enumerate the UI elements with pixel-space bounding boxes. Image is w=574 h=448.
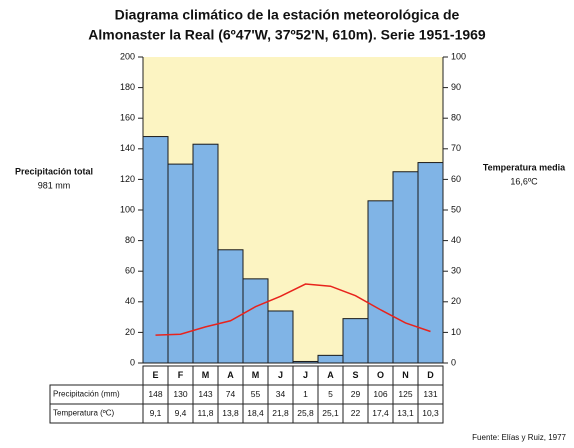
x-tick-label: J	[303, 370, 308, 380]
x-tick-label: J	[278, 370, 283, 380]
bar	[317, 354, 344, 364]
x-tick-label: S	[352, 370, 358, 380]
y-tick-label: 80	[125, 235, 135, 245]
table-cell: 13,1	[397, 408, 414, 418]
chart-title: Almonaster la Real (6º47'W, 37º52'N, 610…	[88, 27, 486, 43]
y2-tick-label: 100	[451, 51, 466, 61]
table-cell: 74	[226, 389, 236, 399]
table-cell: 1	[303, 389, 308, 399]
bar	[267, 310, 294, 364]
y-tick-label: 60	[125, 266, 135, 276]
x-tick-label: D	[427, 370, 434, 380]
table-cell: 148	[148, 389, 162, 399]
bar	[167, 163, 194, 364]
table-cell: 17,4	[372, 408, 389, 418]
y2-axis-label: 16,6ºC	[510, 176, 538, 186]
table-cell: 11,8	[198, 408, 214, 418]
bar	[392, 171, 419, 364]
x-tick-label: N	[402, 370, 409, 380]
y2-tick-label: 80	[451, 113, 461, 123]
table-cell: 18,4	[247, 408, 264, 418]
chart-title: Diagrama climático de la estación meteor…	[115, 7, 460, 23]
y-tick-label: 140	[120, 143, 135, 153]
bar	[142, 136, 169, 364]
source: Fuente: Elías y Ruiz, 1977	[472, 433, 566, 442]
y2-axis-label: Temperatura media	[483, 162, 566, 172]
y2-tick-label: 40	[451, 235, 461, 245]
x-tick-label: M	[202, 370, 210, 380]
y2-tick-label: 50	[451, 204, 461, 214]
table-cell: 55	[251, 389, 261, 399]
table-cell: 29	[351, 389, 361, 399]
y-tick-label: 100	[120, 204, 135, 214]
table-cell: 25,1	[322, 408, 339, 418]
temperature-line	[155, 283, 431, 336]
y2-tick-label: 0	[451, 357, 456, 367]
y2-tick-label: 70	[451, 143, 461, 153]
table-cell: 9,4	[175, 408, 187, 418]
x-tick-label: A	[227, 370, 234, 380]
table-cell: 130	[173, 389, 187, 399]
table-cell: 21,8	[272, 408, 289, 418]
y-tick-label: 180	[120, 82, 135, 92]
table-cell: 13,8	[222, 408, 239, 418]
row-label: Temperatura (ºC)	[53, 409, 114, 418]
x-tick-label: O	[377, 370, 384, 380]
bar	[242, 278, 269, 364]
y-tick-label: 20	[125, 327, 135, 337]
table-cell: 125	[398, 389, 412, 399]
table-cell: 22	[351, 408, 361, 418]
x-tick-label: A	[327, 370, 334, 380]
y-axis-label: Precipitación total	[15, 166, 93, 176]
table-cell: 9,1	[150, 408, 162, 418]
y2-tick-label: 90	[451, 82, 461, 92]
y2-tick-label: 60	[451, 174, 461, 184]
x-tick-label: E	[152, 370, 158, 380]
bar	[367, 200, 394, 364]
y2-tick-label: 20	[451, 296, 461, 306]
y-axis-label: 981 mm	[38, 180, 71, 190]
table-cell: 34	[276, 389, 286, 399]
table-cell: 10,3	[422, 408, 439, 418]
table-cell: 106	[373, 389, 387, 399]
x-tick-label: F	[178, 370, 184, 380]
y-tick-label: 0	[130, 357, 135, 367]
bar	[417, 162, 444, 364]
bar	[217, 249, 244, 364]
table-cell: 25,8	[297, 408, 314, 418]
y-tick-label: 40	[125, 296, 135, 306]
y-tick-label: 160	[120, 113, 135, 123]
bar	[342, 318, 369, 364]
y-tick-label: 200	[120, 51, 135, 61]
table-cell: 131	[423, 389, 437, 399]
table-cell: 5	[328, 389, 333, 399]
y2-tick-label: 10	[451, 327, 461, 337]
table-cell: 143	[198, 389, 212, 399]
bar	[292, 360, 319, 364]
y2-tick-label: 30	[451, 266, 461, 276]
y-tick-label: 120	[120, 174, 135, 184]
row-label: Precipitación (mm)	[53, 390, 120, 399]
x-tick-label: M	[252, 370, 260, 380]
